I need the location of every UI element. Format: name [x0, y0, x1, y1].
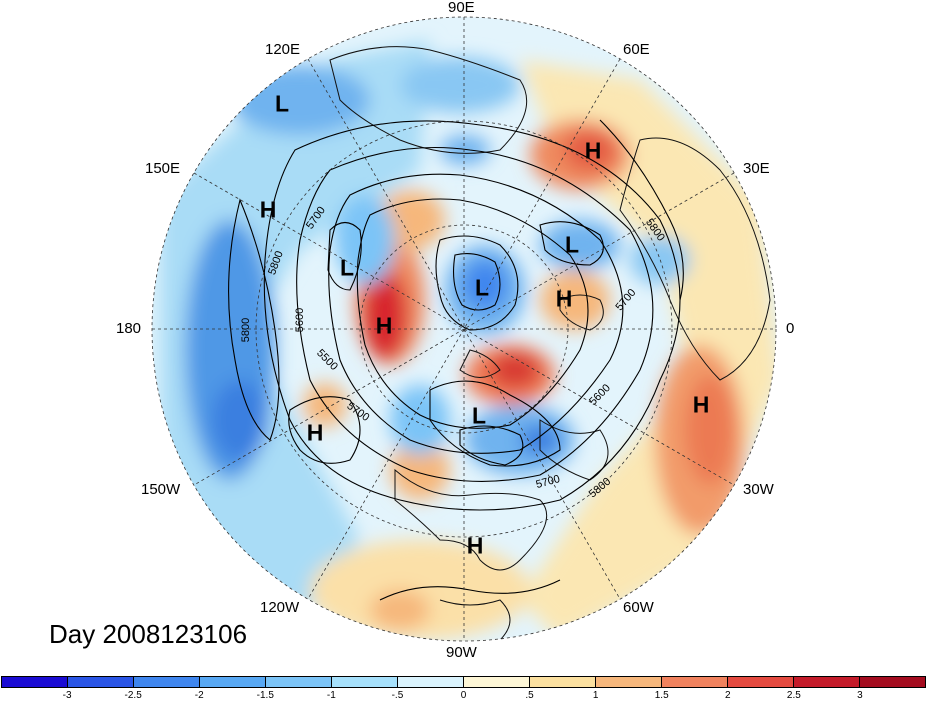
pressure-center-high: H [375, 312, 393, 339]
contour-label: 5600 [294, 307, 306, 333]
pressure-center-low: L [339, 254, 355, 281]
colorbar-tick-label: -.5 [391, 690, 404, 701]
colorbar-segment [398, 677, 464, 687]
colorbar [1, 676, 926, 688]
longitude-label-90e: 90E [448, 0, 475, 16]
longitude-label-150e: 150E [145, 160, 181, 177]
colorbar-segment [266, 677, 332, 687]
pressure-center-low: L [274, 90, 290, 117]
colorbar-segment [2, 677, 68, 687]
colorbar-tick-label: .5 [525, 690, 534, 701]
colorbar-tick-labels: -3 -2.5 -2 -1.5 -1 -.5 0 .5 1 1.5 2 2.5 3 [1, 690, 926, 702]
colorbar-tick-label: -1 [326, 690, 336, 701]
longitude-label-30w: 30W [743, 481, 774, 498]
pressure-center-high: H [259, 196, 277, 223]
longitude-label-60w: 60W [623, 599, 654, 616]
colorbar-segment [200, 677, 266, 687]
longitude-label-120e: 120E [265, 41, 301, 58]
longitude-label-60e: 60E [623, 41, 650, 58]
colorbar-tick-label: 1 [592, 690, 599, 701]
longitude-label-0: 0 [786, 320, 795, 337]
colorbar-tick-label: -1.5 [256, 690, 274, 701]
longitude-label-120w: 120W [260, 599, 300, 616]
colorbar-segment [662, 677, 728, 687]
height-contours [228, 119, 684, 601]
longitude-label-180: 180 [116, 320, 142, 337]
colorbar-segment [134, 677, 200, 687]
anomaly-field [160, 40, 776, 640]
pressure-center-high: H [692, 391, 710, 418]
colorbar-tick-label: 2 [725, 690, 731, 701]
colorbar-segment [332, 677, 398, 687]
colorbar-tick-label: 3 [857, 690, 863, 701]
colorbar-tick-label: 0 [460, 690, 467, 701]
pressure-center-low: L [564, 231, 580, 258]
colorbar-segment [728, 677, 794, 687]
longitude-label-150w: 150W [141, 481, 181, 498]
pressure-center-high: H [555, 285, 573, 312]
colorbar-tick-label: -2 [194, 690, 204, 701]
pressure-center-high: H [466, 532, 484, 559]
pressure-center-low: L [471, 402, 487, 429]
colorbar-segment [794, 677, 860, 687]
pressure-center-low: L [474, 274, 490, 301]
contour-label: 5800 [240, 317, 252, 343]
colorbar-tick-label: 2.5 [786, 690, 801, 701]
colorbar-segment [464, 677, 530, 687]
longitude-label-90w: 90W [446, 644, 477, 661]
colorbar-tick-label: 1.5 [654, 690, 669, 701]
longitude-label-30e: 30E [743, 160, 770, 177]
colorbar-tick-label: -2.5 [124, 690, 142, 701]
colorbar-segment [68, 677, 134, 687]
coastlines [329, 46, 771, 641]
map-boundary [151, 16, 777, 642]
graticule [152, 17, 776, 641]
pressure-center-high: H [306, 419, 324, 446]
map-title: Day 2008123106 [49, 619, 248, 649]
colorbar-segment [596, 677, 662, 687]
colorbar-segment [860, 677, 925, 687]
pressure-center-high: H [584, 137, 602, 164]
colorbar-segment [530, 677, 596, 687]
colorbar-tick-label: -3 [62, 690, 72, 701]
